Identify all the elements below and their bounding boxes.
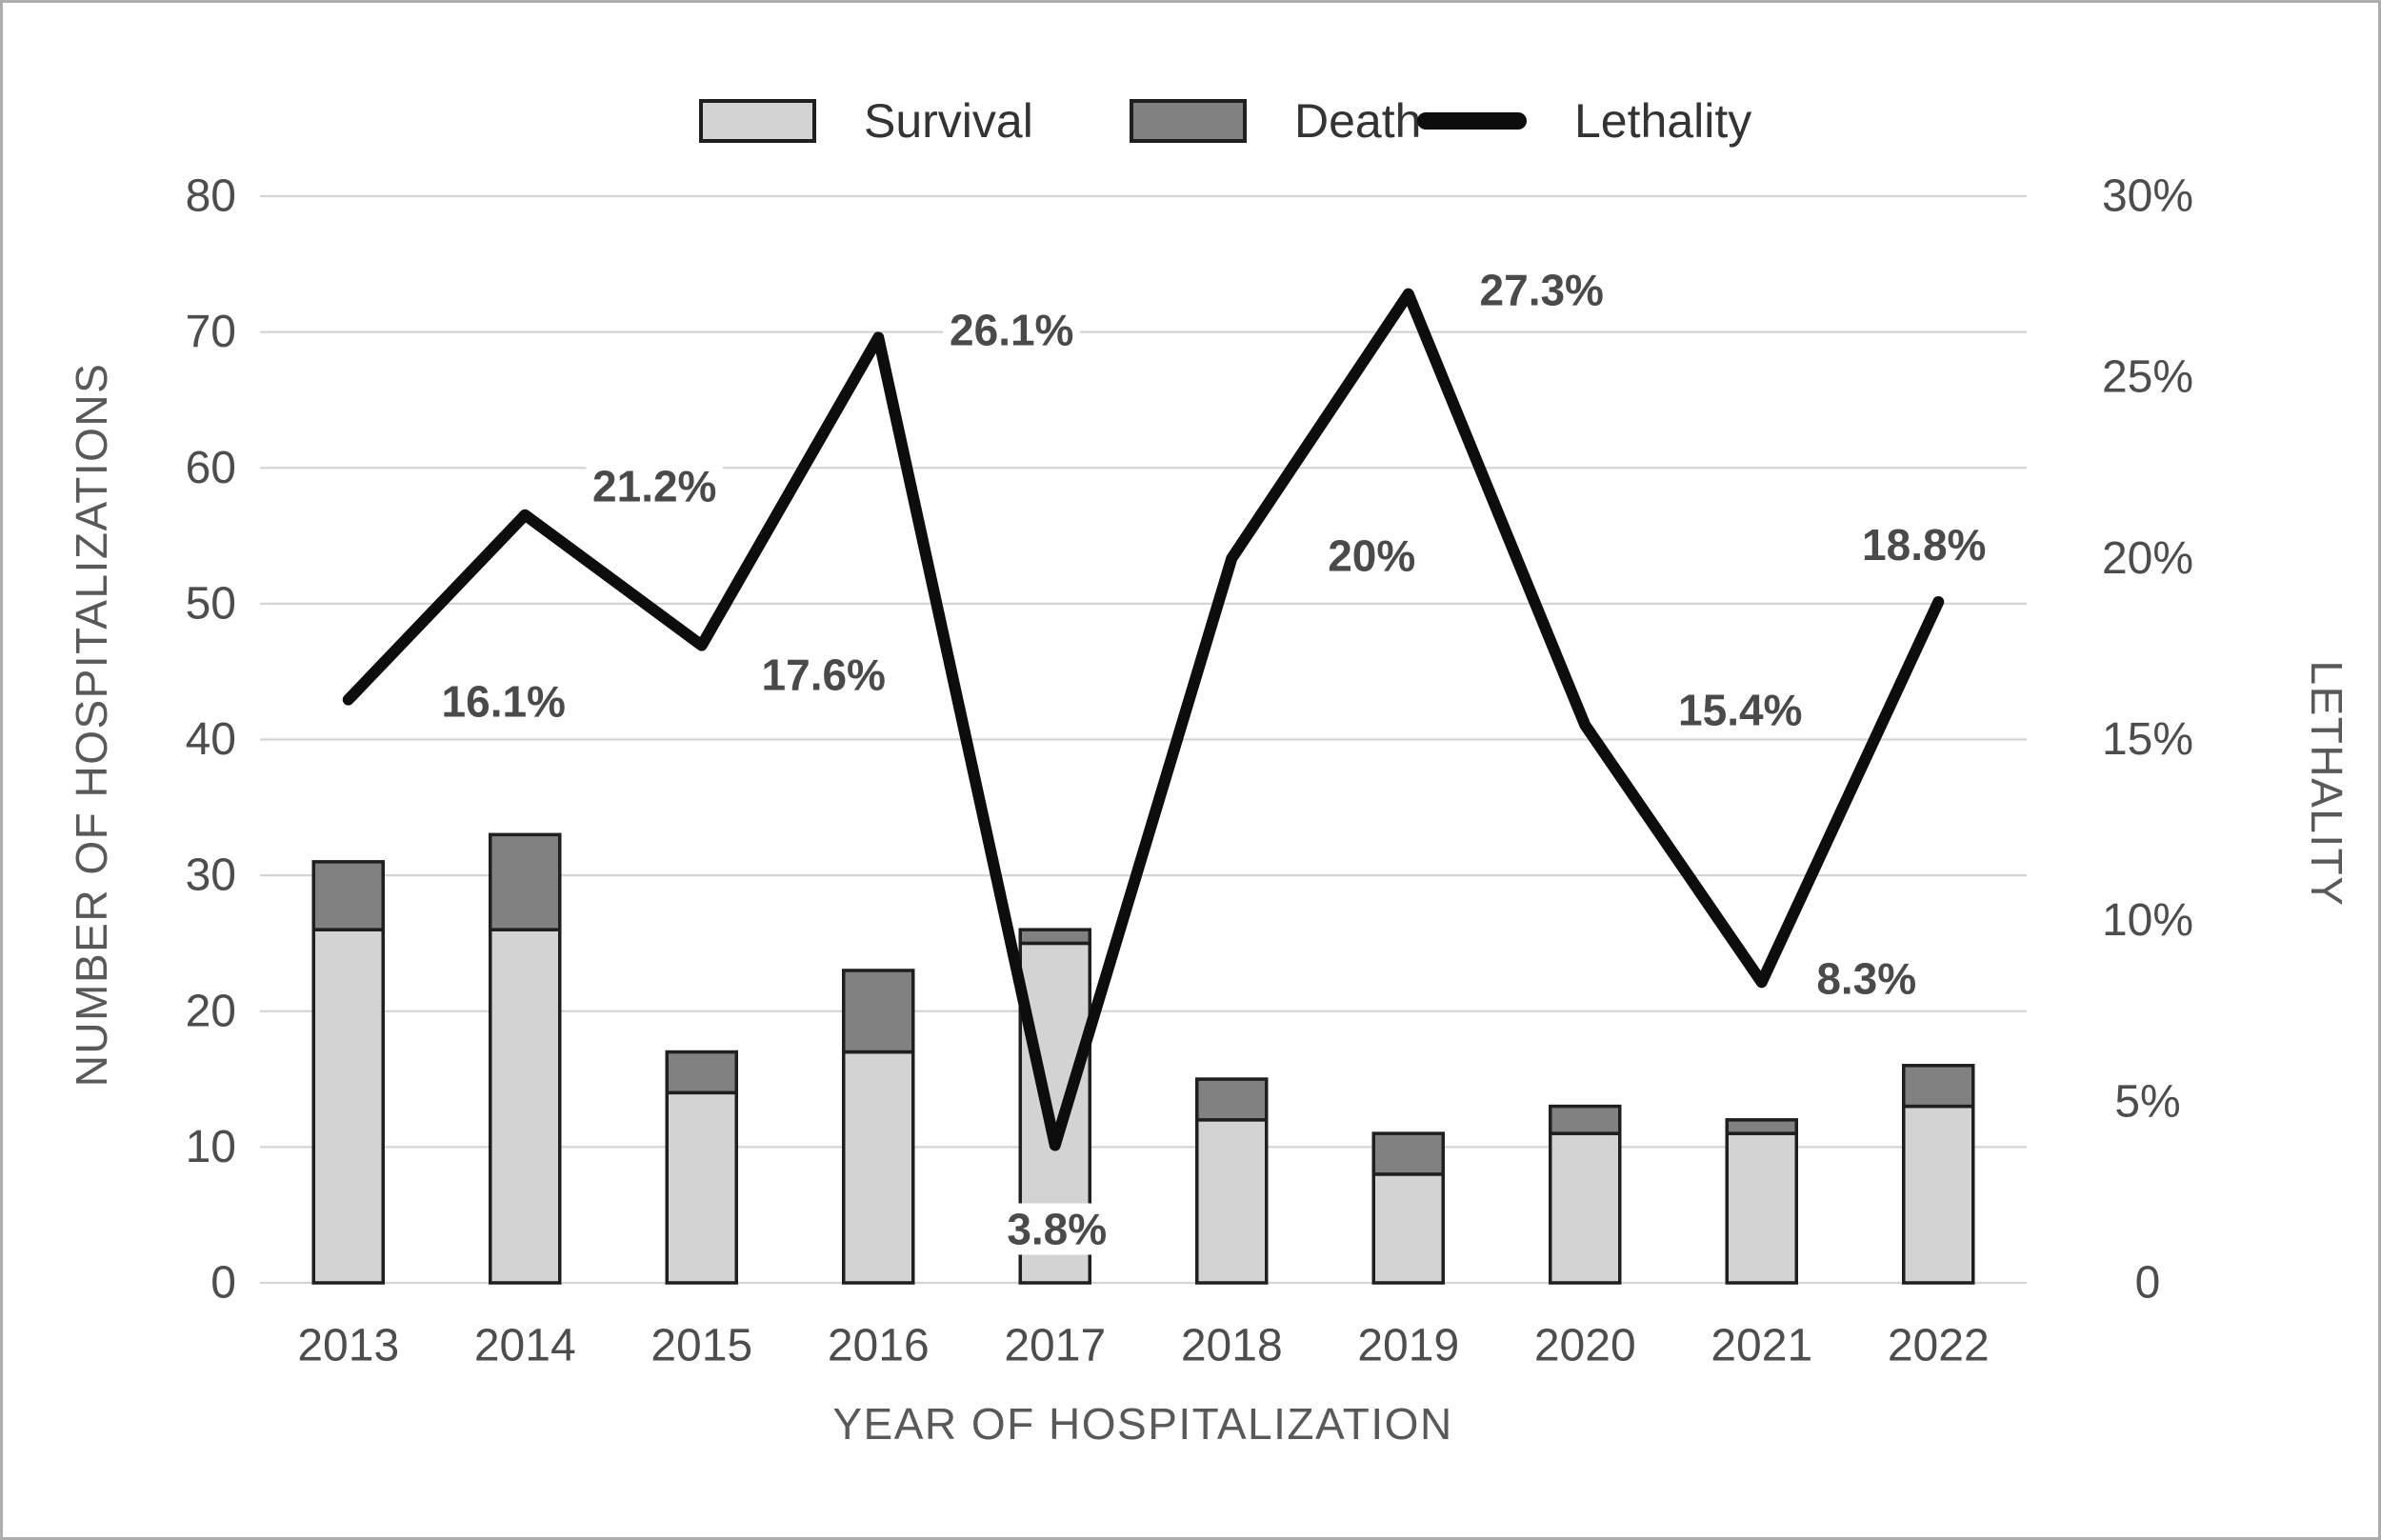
left-axis-tick-20: 20 [186, 986, 236, 1036]
data-label-lethality-2016: 26.1% [950, 305, 1073, 354]
x-axis-tick-2017: 2017 [1004, 1321, 1106, 1371]
data-label-bg [1855, 518, 1993, 570]
data-label-bg [943, 304, 1081, 356]
right-axis-tick-20%: 20% [2102, 533, 2193, 584]
bar-death-2018 [1195, 1077, 1269, 1122]
left-axis-tick-40: 40 [186, 714, 236, 765]
left-axis-tick-80: 80 [186, 171, 236, 222]
x-axis-tick-2020: 2020 [1534, 1321, 1636, 1371]
data-label-lethality-2015: 17.6% [762, 650, 886, 700]
data-label-lethality-2019: 27.3% [1480, 266, 1604, 315]
left-axis-tick-50: 50 [186, 578, 236, 629]
data-label-lethality-2020: 15.4% [1678, 685, 1802, 734]
bar-death-2014 [489, 832, 562, 931]
bar-death-2015 [665, 1050, 738, 1095]
right-axis-tick-15%: 15% [2102, 714, 2193, 765]
data-label-lethality-2013: 16.1% [442, 677, 566, 727]
left-axis-title: NUMBER OF HOSPITALIZATIONS [67, 362, 116, 1088]
legend-item-death: Death [1130, 83, 1421, 159]
bar-survival-2021 [1725, 1131, 1798, 1285]
right-axis-tick-5%: 5% [2114, 1076, 2180, 1127]
bar-survival-2015 [665, 1090, 738, 1285]
data-label-bg [754, 649, 892, 701]
right-axis-tick-25%: 25% [2102, 352, 2193, 403]
right-axis-tick-10%: 10% [2102, 895, 2193, 946]
data-label-lethality-2014: 21.2% [592, 462, 716, 511]
x-axis-tick-2019: 2019 [1357, 1321, 1459, 1371]
data-label-lethality-2018: 20% [1328, 530, 1415, 580]
data-label-bg [999, 1203, 1114, 1255]
data-label-bg [1671, 684, 1810, 736]
lethality-line-swatch-icon [1417, 112, 1527, 130]
right-axis-tick-30%: 30% [2102, 171, 2193, 222]
bar-death-2017 [1018, 928, 1091, 946]
data-label-bg [1809, 952, 1924, 1005]
bar-death-2016 [842, 969, 915, 1054]
data-label-bg [434, 675, 572, 728]
lethality-line [342, 288, 1945, 1151]
bar-death-2021 [1725, 1118, 1798, 1135]
legend-label-death: Death [1294, 94, 1422, 148]
left-axis-tick-10: 10 [186, 1122, 236, 1172]
legend-item-lethality: Lethality [1417, 83, 1751, 159]
x-axis-tick-2014: 2014 [474, 1321, 576, 1371]
x-axis-tick-2021: 2021 [1711, 1321, 1812, 1371]
survival-swatch-icon [699, 99, 816, 143]
left-axis-tick-0: 0 [210, 1258, 236, 1309]
x-axis-tick-2016: 2016 [828, 1321, 930, 1371]
bar-survival-2013 [311, 928, 385, 1285]
death-swatch-icon [1130, 99, 1247, 143]
x-axis-tick-2018: 2018 [1181, 1321, 1283, 1371]
bar-death-2020 [1549, 1104, 1622, 1135]
right-axis-title: LETHALITY [2302, 660, 2351, 908]
legend-label-survival: Survival [864, 94, 1033, 148]
bar-death-2022 [1902, 1064, 1975, 1109]
right-axis-tick-0: 0 [2135, 1258, 2161, 1309]
legend-item-survival: Survival [699, 83, 1033, 159]
bar-death-2019 [1371, 1131, 1445, 1176]
bar-survival-2016 [842, 1050, 915, 1285]
data-label-lethality-2021: 8.3% [1816, 953, 1916, 1003]
left-axis-tick-60: 60 [186, 443, 236, 493]
data-label-bg [1326, 530, 1418, 582]
chart-canvas: 16.1% 21.2% 17.6% 26.1% 3.8% 20% 27.3% 15.4% 8.3… [186, 171, 2193, 1371]
data-label-lethality-2022: 18.8% [1862, 520, 1986, 570]
data-label-bg [1472, 264, 1611, 316]
bar-death-2013 [311, 860, 385, 931]
bar-survival-2019 [1371, 1172, 1445, 1285]
legend-label-lethality: Lethality [1574, 94, 1752, 148]
bar-survival-2022 [1902, 1104, 1975, 1285]
bar-survival-2014 [489, 928, 562, 1285]
x-axis-tick-2015: 2015 [650, 1321, 752, 1371]
bar-survival-2018 [1195, 1118, 1269, 1285]
left-axis-tick-30: 30 [186, 850, 236, 901]
left-axis-tick-70: 70 [186, 307, 236, 357]
x-axis-title: YEAR OF HOSPITALIZATION [832, 1399, 1453, 1449]
x-axis-tick-2013: 2013 [297, 1321, 399, 1371]
data-label-lethality-2017: 3.8% [1007, 1204, 1107, 1253]
data-label-bg [586, 460, 724, 512]
bar-survival-2020 [1549, 1131, 1622, 1285]
x-axis-tick-2022: 2022 [1888, 1321, 1990, 1371]
